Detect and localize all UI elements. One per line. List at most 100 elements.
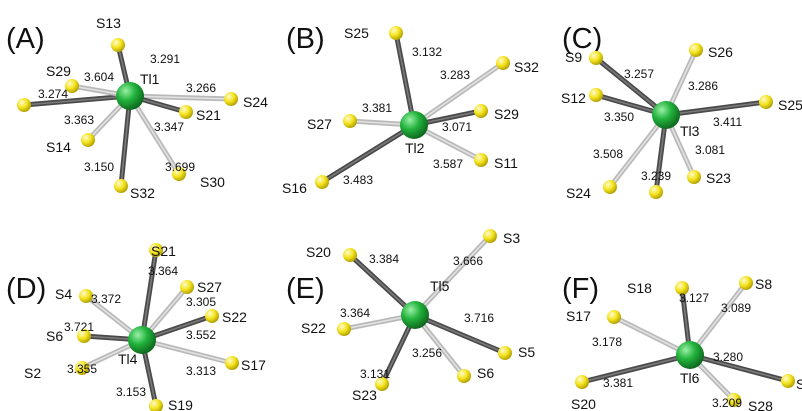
bond-distance: 3.209 <box>712 396 742 410</box>
sulfur-atom <box>739 276 753 290</box>
bond-distance: 3.350 <box>604 110 634 124</box>
bond-highlight <box>414 235 491 316</box>
bond-distance: 3.666 <box>453 254 483 268</box>
sulfur-label: S25 <box>778 97 802 113</box>
thallium-label: Tl2 <box>405 140 425 156</box>
sulfur-atom <box>649 185 663 199</box>
bond-highlight <box>321 124 415 183</box>
sulfur-atom <box>111 38 125 52</box>
bond-distance: 3.280 <box>713 350 743 364</box>
sulfur-atom <box>337 322 351 336</box>
sulfur-label: S11 <box>494 155 518 171</box>
bond-highlight <box>609 114 667 188</box>
sulfur-label: S23 <box>706 170 731 186</box>
thallium-atom <box>116 82 144 110</box>
bond-highlight <box>413 62 504 126</box>
bond-distance: 3.483 <box>343 173 373 187</box>
sulfur-label: S21 <box>151 243 176 259</box>
thallium-label: Tl6 <box>680 370 700 386</box>
bond-highlight <box>141 339 233 364</box>
sulfur-label: S26 <box>708 44 733 60</box>
bond-distance: 3.132 <box>412 45 442 59</box>
thallium-label: Tl5 <box>430 278 450 294</box>
sulfur-atom <box>474 104 488 118</box>
bond-distance: 3.150 <box>84 160 114 174</box>
sulfur-label: S22 <box>222 309 247 325</box>
bond-highlight <box>665 101 767 116</box>
sulfur-label: S29 <box>46 63 71 79</box>
bond-highlight <box>689 354 789 382</box>
panel-1: (A) S13 3.291 S24 3.266 S21 3.347 S30 3.699 S32 3.… <box>6 15 268 201</box>
sulfur-label: S23 <box>352 387 377 403</box>
sulfur-atom <box>687 170 701 184</box>
sulfur-label: S2 <box>24 365 41 381</box>
panel-6: (F) S18 3.127 S8 3.089 S 3.280 S28 3.209 S20 3.381… <box>562 273 802 411</box>
sulfur-atom <box>315 175 329 189</box>
bond-distance: 3.508 <box>593 147 623 161</box>
bond-distance: 3.239 <box>641 169 671 183</box>
thallium-atom <box>676 341 704 369</box>
sulfur-atom <box>498 346 512 360</box>
sulfur-atom <box>225 356 239 370</box>
sulfur-atom <box>389 26 403 40</box>
panel-label: (B) <box>286 23 325 55</box>
sulfur-atom <box>17 98 31 112</box>
panel-2: (B) S25 3.132 S32 3.283 S29 3.071 S11 3.587 S16 3.… <box>282 23 539 196</box>
sulfur-label: S24 <box>243 94 268 110</box>
thallium-atom <box>128 326 156 354</box>
sulfur-atom <box>483 229 497 243</box>
sulfur-label: S6 <box>477 365 494 381</box>
sulfur-label: S27 <box>197 279 222 295</box>
sulfur-label: S5 <box>518 344 535 360</box>
thallium-label: Tl4 <box>118 351 138 367</box>
bond-distance: 3.286 <box>688 79 718 93</box>
bond-highlight <box>689 282 747 356</box>
sulfur-atom <box>375 377 389 391</box>
sulfur-label: S28 <box>748 398 773 411</box>
sulfur-label: S20 <box>306 244 331 260</box>
sulfur-atom <box>607 310 621 324</box>
sulfur-atom <box>79 289 93 303</box>
sulfur-atom <box>343 248 357 262</box>
sulfur-label: S25 <box>344 25 369 41</box>
panel-label: (A) <box>6 23 45 55</box>
bond-distance: 3.355 <box>67 362 97 376</box>
sulfur-atom <box>474 153 488 167</box>
sulfur-atom <box>172 167 186 181</box>
sulfur-atom <box>75 361 89 375</box>
panel-3: (C)S9 3.257 S26 3.286 S25 3.411 S23 3.081 3.239 S… <box>561 23 802 201</box>
sulfur-atom <box>343 114 357 128</box>
bond-distance: 3.716 <box>464 311 494 325</box>
sulfur-label: S17 <box>566 308 591 324</box>
sulfur-atom <box>457 369 471 383</box>
sulfur-atom <box>603 180 617 194</box>
bond-distance: 3.257 <box>624 67 654 81</box>
sulfur-label: S3 <box>503 230 520 246</box>
sulfur-atom <box>589 51 603 65</box>
sulfur-atom <box>65 79 79 93</box>
bond-distance: 3.291 <box>150 52 180 66</box>
bond-distance: 3.587 <box>433 157 463 171</box>
sulfur-atom <box>114 179 128 193</box>
bond-highlight <box>613 316 691 356</box>
panel-label: (D) <box>6 273 46 305</box>
bond-distance: 3.071 <box>442 120 472 134</box>
bond-distance: 3.274 <box>38 87 68 101</box>
panel-label: (F) <box>562 273 599 305</box>
bond-distance: 3.127 <box>679 291 709 305</box>
bond-distance: 3.347 <box>154 120 184 134</box>
bond-distance: 3.089 <box>721 301 751 315</box>
bond-distance: 3.721 <box>64 320 94 334</box>
bond-distance: 3.604 <box>84 70 114 84</box>
sulfur-label: S27 <box>307 116 332 132</box>
panel-5: (E) S20 3.384 S3 3.666 S5 3.716 S6 3.256 S23 3.131… <box>286 229 535 403</box>
bond-distance: 3.305 <box>186 295 216 309</box>
bond-highlight <box>129 95 232 100</box>
sulfur-label: S30 <box>200 174 225 190</box>
bond-highlight <box>595 57 667 116</box>
bond-highlight <box>141 249 157 341</box>
sulfur-atom <box>205 309 219 323</box>
bond-distance: 3.552 <box>186 328 216 342</box>
sulfur-label: S18 <box>627 280 652 296</box>
